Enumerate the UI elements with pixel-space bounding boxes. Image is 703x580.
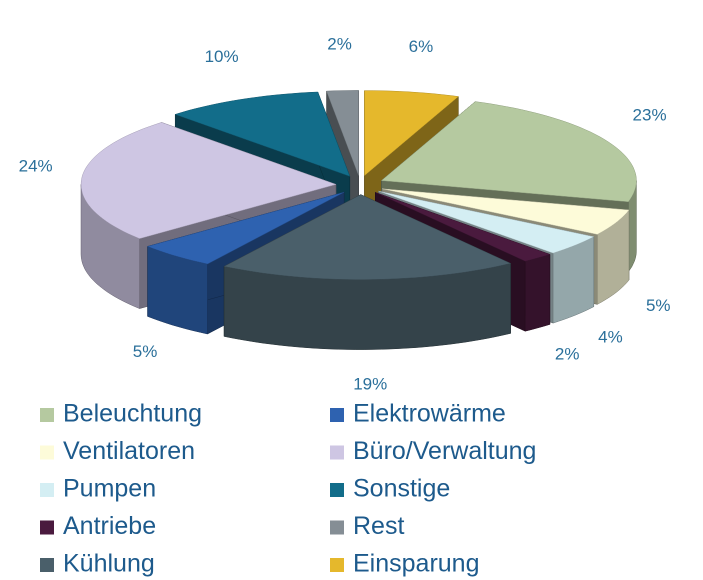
slice xyxy=(80,122,337,239)
slice xyxy=(364,90,460,177)
slice xyxy=(223,194,512,280)
legend-swatch xyxy=(40,408,54,422)
data-label: 10% xyxy=(205,47,239,66)
data-label: 23% xyxy=(633,105,667,124)
data-label: 4% xyxy=(598,327,623,346)
legend-label: Antriebe xyxy=(63,512,156,540)
legend-swatch xyxy=(40,558,54,572)
data-label: 5% xyxy=(646,296,671,315)
legend-label: Pumpen xyxy=(63,475,156,503)
legend-swatch xyxy=(40,445,54,460)
slice xyxy=(146,191,345,265)
slice xyxy=(174,91,351,177)
legend-swatch xyxy=(40,520,54,535)
legend-swatch xyxy=(40,483,54,497)
legend-label: Büro/Verwaltung xyxy=(353,437,536,465)
legend-label: Elektrowärme xyxy=(353,400,506,428)
slice xyxy=(326,90,359,176)
legend-swatch xyxy=(330,445,344,460)
data-label: 6% xyxy=(409,37,434,56)
legend-swatch xyxy=(330,483,344,497)
data-label: 19% xyxy=(353,374,387,393)
data-label: 2% xyxy=(327,35,352,54)
data-label: 2% xyxy=(555,345,580,364)
data-label: 24% xyxy=(19,156,53,175)
slice xyxy=(378,190,595,254)
slice xyxy=(375,192,551,262)
legend-label: Kühlung xyxy=(63,550,155,578)
legend-label: Sonstige xyxy=(353,475,450,503)
slice-side xyxy=(524,254,551,332)
legend-swatch xyxy=(330,408,344,422)
data-label: 5% xyxy=(133,342,158,361)
legend-label: Ventilatoren xyxy=(63,437,195,465)
legend-label: Rest xyxy=(353,512,404,540)
legend-label: Beleuchtung xyxy=(63,400,202,428)
slice xyxy=(380,101,637,203)
legend-swatch xyxy=(330,558,344,572)
legend-label: Einsparung xyxy=(353,550,479,578)
slice xyxy=(381,188,630,235)
legend-swatch xyxy=(330,520,344,535)
